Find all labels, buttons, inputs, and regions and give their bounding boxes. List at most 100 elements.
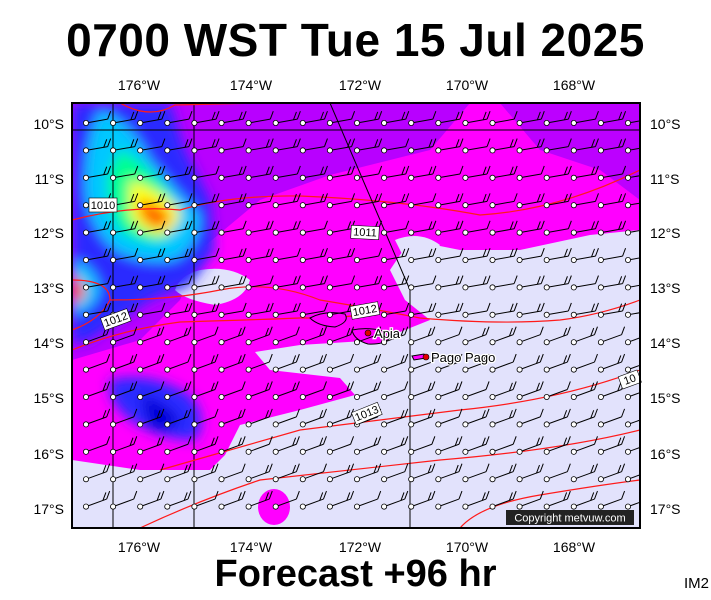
- wind-barb: [435, 193, 464, 209]
- isobar-label: 1010: [91, 200, 115, 212]
- wind-barb: [625, 474, 640, 483]
- wind-barb: [326, 490, 355, 510]
- wind-barb: [543, 408, 571, 428]
- wind-barb: [191, 111, 220, 127]
- wind-barb: [408, 138, 437, 154]
- wind-barb: [408, 193, 437, 209]
- wind-barb: [299, 302, 328, 318]
- wind-barb: [570, 490, 598, 510]
- wind-barb: [164, 436, 192, 455]
- wind-barb: [597, 275, 627, 291]
- image-code: IM2: [683, 575, 709, 592]
- wind-barb: [435, 111, 464, 127]
- wind-barb: [516, 436, 544, 455]
- wind-barb: [137, 302, 166, 318]
- wind-barb: [381, 193, 410, 209]
- wind-barb: [462, 165, 491, 181]
- wind-barb: [245, 248, 274, 263]
- wind-barb: [137, 248, 166, 263]
- wind-barb: [408, 326, 436, 346]
- wind-barb: [625, 446, 640, 455]
- lon-label: 172°W: [339, 539, 382, 555]
- wind-barb: [191, 326, 219, 346]
- wind-barb: [543, 302, 572, 318]
- lon-label: 172°W: [339, 77, 382, 93]
- wind-barb: [272, 408, 300, 428]
- wind-barb: [299, 326, 327, 346]
- lat-label: 11°S: [650, 171, 679, 187]
- wind-barb: [137, 408, 165, 428]
- wind-barb: [326, 353, 355, 373]
- wind-barb: [543, 165, 572, 181]
- wind-barb: [83, 220, 112, 236]
- wind-barb: [164, 165, 193, 181]
- lat-label: 16°S: [33, 446, 64, 462]
- wind-barb: [245, 353, 273, 373]
- wind-barb: [381, 248, 410, 263]
- wind-barb: [218, 220, 247, 236]
- lon-label: 168°W: [553, 539, 596, 555]
- wind-barb: [83, 490, 111, 510]
- wind-barb: [625, 202, 640, 209]
- wind-barb: [191, 275, 220, 291]
- wind-barb: [381, 408, 409, 428]
- wind-barb: [164, 490, 192, 510]
- wind-barb: [597, 165, 627, 181]
- wind-barb: [570, 463, 598, 483]
- wind-barb: [435, 408, 463, 428]
- wind-barb: [191, 436, 219, 455]
- wind-barb: [110, 275, 139, 291]
- wind-barb: [110, 381, 138, 400]
- wind-barb: [381, 353, 409, 373]
- wind-barb: [597, 193, 627, 209]
- wind-barb: [462, 111, 491, 127]
- lon-labels-top: 176°W 174°W 172°W 170°W 168°W: [118, 77, 596, 93]
- wind-barb: [245, 302, 274, 318]
- wind-barb: [516, 165, 545, 181]
- wind-barb: [110, 326, 138, 346]
- wind-barb: [570, 111, 599, 127]
- wind-barb: [489, 193, 518, 209]
- wind-barb: [137, 490, 165, 510]
- wind-barb: [110, 220, 139, 236]
- wind-barb: [326, 138, 356, 154]
- wind-barb: [543, 490, 571, 510]
- wind-barb: [625, 284, 640, 291]
- wind-barb: [489, 353, 517, 373]
- wind-barb: [164, 138, 193, 154]
- wind-barb: [570, 381, 598, 400]
- wind-barb: [137, 326, 165, 346]
- wind-barb: [381, 220, 410, 236]
- wind-barb: [543, 275, 572, 291]
- wind-barb: [272, 490, 300, 510]
- copyright-box: Copyright metvuw.com: [506, 510, 634, 525]
- wind-barb: [408, 275, 437, 291]
- wind-barb: [272, 436, 300, 455]
- wind-barb: [191, 408, 219, 428]
- wind-barb: [218, 463, 246, 483]
- wind-barb: [408, 436, 436, 455]
- wind-barb: [381, 111, 410, 127]
- wind-barb: [543, 248, 572, 263]
- wind-barb: [408, 490, 436, 510]
- wind-barb: [381, 436, 409, 455]
- wind-barb: [489, 463, 517, 483]
- lat-label: 10°S: [650, 116, 681, 132]
- apia-label: Apia: [374, 326, 401, 341]
- wind-barb: [218, 138, 247, 154]
- wind-barb: [462, 193, 491, 209]
- wind-barb: [462, 408, 490, 428]
- wind-barb: [218, 436, 246, 455]
- wind-barb: [435, 165, 464, 181]
- lat-label: 16°S: [650, 446, 681, 462]
- wind-barb: [353, 193, 383, 209]
- wind-barb: [625, 120, 640, 127]
- lat-label: 15°S: [650, 390, 681, 406]
- wind-barb: [83, 353, 111, 373]
- wind-barb: [83, 248, 112, 263]
- wind-barb: [299, 436, 327, 455]
- wind-barb: [164, 302, 193, 318]
- wind-barb: [110, 248, 139, 263]
- wind-barb: [137, 193, 166, 209]
- wind-barb: [299, 138, 328, 154]
